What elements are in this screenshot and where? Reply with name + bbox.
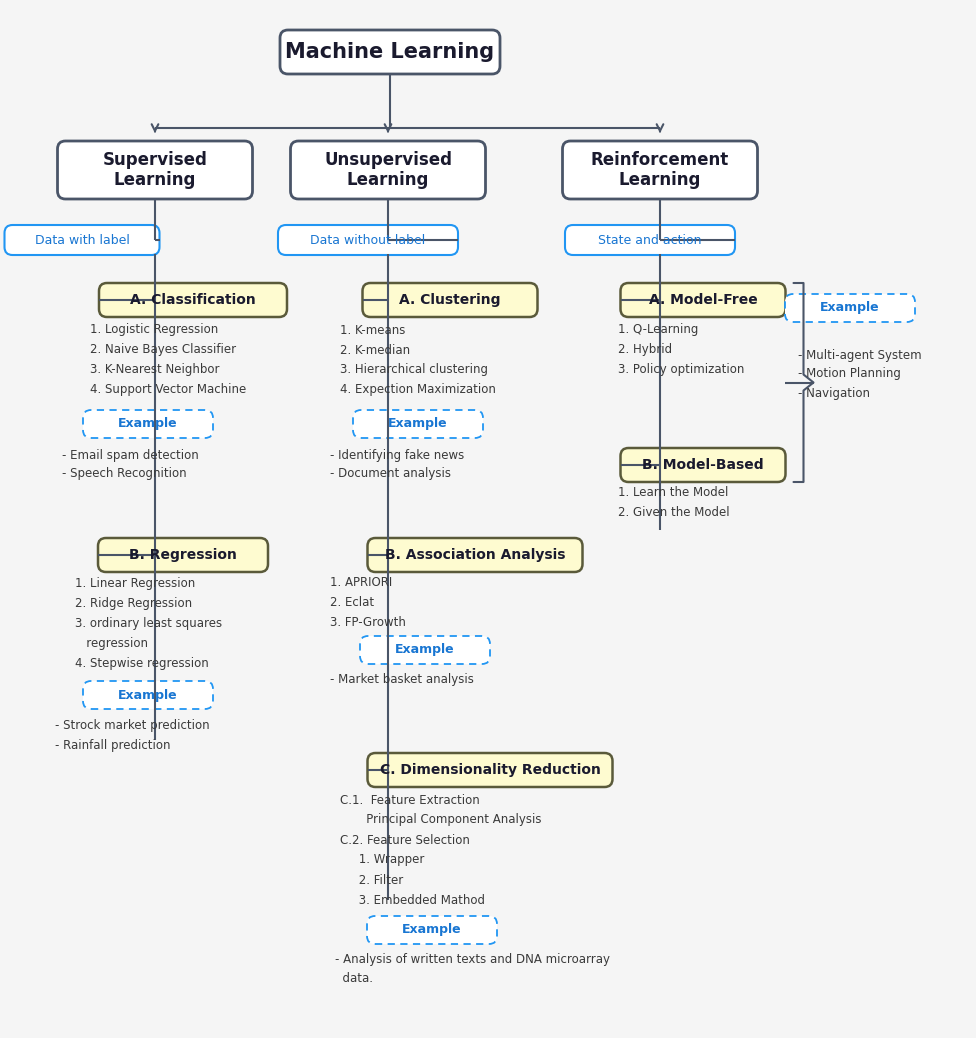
FancyBboxPatch shape bbox=[99, 283, 287, 317]
Text: 2. Naive Bayes Classifier: 2. Naive Bayes Classifier bbox=[90, 344, 236, 356]
Text: Principal Component Analysis: Principal Component Analysis bbox=[340, 814, 542, 826]
Text: Example: Example bbox=[402, 924, 462, 936]
FancyBboxPatch shape bbox=[83, 681, 213, 709]
Text: - Identifying fake news: - Identifying fake news bbox=[330, 448, 465, 462]
Text: 3. Policy optimization: 3. Policy optimization bbox=[618, 363, 745, 377]
Text: - Motion Planning: - Motion Planning bbox=[798, 367, 901, 381]
Text: 2. Filter: 2. Filter bbox=[340, 874, 403, 886]
Text: Example: Example bbox=[118, 417, 178, 431]
Text: 3. FP-Growth: 3. FP-Growth bbox=[330, 617, 406, 629]
Text: C.1.  Feature Extraction: C.1. Feature Extraction bbox=[340, 793, 480, 807]
FancyBboxPatch shape bbox=[83, 410, 213, 438]
Text: Supervised
Learning: Supervised Learning bbox=[102, 151, 208, 189]
FancyBboxPatch shape bbox=[278, 225, 458, 255]
FancyBboxPatch shape bbox=[785, 294, 915, 322]
Text: - Email spam detection: - Email spam detection bbox=[62, 448, 199, 462]
Text: A. Clustering: A. Clustering bbox=[399, 293, 501, 307]
FancyBboxPatch shape bbox=[360, 636, 490, 664]
Text: C. Dimensionality Reduction: C. Dimensionality Reduction bbox=[380, 763, 600, 777]
Text: Example: Example bbox=[388, 417, 448, 431]
Text: Unsupervised
Learning: Unsupervised Learning bbox=[324, 151, 452, 189]
Text: - Market basket analysis: - Market basket analysis bbox=[330, 674, 474, 686]
Text: 1. Learn the Model: 1. Learn the Model bbox=[618, 487, 728, 499]
Text: B. Association Analysis: B. Association Analysis bbox=[385, 548, 565, 562]
FancyBboxPatch shape bbox=[565, 225, 735, 255]
Text: data.: data. bbox=[335, 973, 373, 985]
Text: 3. Hierarchical clustering: 3. Hierarchical clustering bbox=[340, 363, 488, 377]
Text: Data without label: Data without label bbox=[310, 234, 426, 246]
FancyBboxPatch shape bbox=[291, 141, 485, 199]
FancyBboxPatch shape bbox=[367, 916, 497, 944]
Text: 3. ordinary least squares: 3. ordinary least squares bbox=[75, 617, 223, 629]
Text: B. Model-Based: B. Model-Based bbox=[642, 458, 764, 472]
Text: 1. Q-Learning: 1. Q-Learning bbox=[618, 324, 699, 336]
Text: - Multi-agent System: - Multi-agent System bbox=[798, 349, 921, 361]
Text: - Document analysis: - Document analysis bbox=[330, 467, 451, 481]
Text: Machine Learning: Machine Learning bbox=[285, 42, 495, 62]
Text: A. Classification: A. Classification bbox=[130, 293, 256, 307]
FancyBboxPatch shape bbox=[368, 538, 583, 572]
Text: - Analysis of written texts and DNA microarray: - Analysis of written texts and DNA micr… bbox=[335, 954, 610, 966]
FancyBboxPatch shape bbox=[621, 283, 786, 317]
Text: 2. Given the Model: 2. Given the Model bbox=[618, 507, 730, 519]
Text: B. Regression: B. Regression bbox=[129, 548, 237, 562]
Text: Example: Example bbox=[118, 688, 178, 702]
Text: State and action: State and action bbox=[598, 234, 702, 246]
Text: 4. Stepwise regression: 4. Stepwise regression bbox=[75, 656, 209, 670]
Text: 2. Hybrid: 2. Hybrid bbox=[618, 344, 672, 356]
Text: Example: Example bbox=[395, 644, 455, 656]
Text: 4. Support Vector Machine: 4. Support Vector Machine bbox=[90, 383, 246, 397]
Text: 4. Expection Maximization: 4. Expection Maximization bbox=[340, 383, 496, 397]
Text: 3. K-Nearest Neighbor: 3. K-Nearest Neighbor bbox=[90, 363, 220, 377]
Text: Example: Example bbox=[820, 301, 879, 315]
FancyBboxPatch shape bbox=[562, 141, 757, 199]
Text: 2. Eclat: 2. Eclat bbox=[330, 597, 374, 609]
Text: 2. K-median: 2. K-median bbox=[340, 344, 410, 356]
Text: regression: regression bbox=[75, 636, 148, 650]
FancyBboxPatch shape bbox=[362, 283, 538, 317]
Text: 1. Linear Regression: 1. Linear Regression bbox=[75, 576, 195, 590]
FancyBboxPatch shape bbox=[621, 448, 786, 482]
Text: - Strock market prediction: - Strock market prediction bbox=[55, 719, 210, 733]
FancyBboxPatch shape bbox=[280, 30, 500, 74]
Text: 2. Ridge Regression: 2. Ridge Regression bbox=[75, 597, 192, 609]
Text: - Speech Recognition: - Speech Recognition bbox=[62, 467, 186, 481]
Text: Reinforcement
Learning: Reinforcement Learning bbox=[590, 151, 729, 189]
FancyBboxPatch shape bbox=[5, 225, 159, 255]
Text: 1. K-means: 1. K-means bbox=[340, 324, 405, 336]
Text: 1. Wrapper: 1. Wrapper bbox=[340, 853, 425, 867]
FancyBboxPatch shape bbox=[58, 141, 253, 199]
FancyBboxPatch shape bbox=[368, 753, 613, 787]
FancyBboxPatch shape bbox=[353, 410, 483, 438]
FancyBboxPatch shape bbox=[98, 538, 268, 572]
Text: 1. Logistic Regression: 1. Logistic Regression bbox=[90, 324, 219, 336]
Text: 3. Embedded Mathod: 3. Embedded Mathod bbox=[340, 894, 485, 906]
Text: Data with label: Data with label bbox=[34, 234, 130, 246]
Text: - Rainfall prediction: - Rainfall prediction bbox=[55, 738, 171, 752]
Text: - Navigation: - Navigation bbox=[798, 386, 870, 400]
Text: C.2. Feature Selection: C.2. Feature Selection bbox=[340, 834, 469, 847]
Text: A. Model-Free: A. Model-Free bbox=[649, 293, 757, 307]
Text: 1. APRIORI: 1. APRIORI bbox=[330, 576, 392, 590]
